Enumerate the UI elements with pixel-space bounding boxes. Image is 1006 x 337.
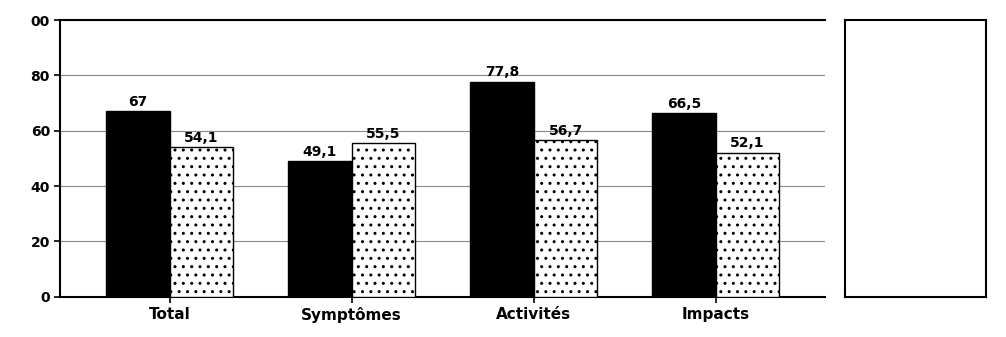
Bar xyxy=(352,143,415,297)
Bar xyxy=(106,112,170,297)
Text: 66,5: 66,5 xyxy=(667,97,701,111)
Bar xyxy=(288,161,352,297)
Text: 55,5: 55,5 xyxy=(366,127,400,141)
Text: 52,1: 52,1 xyxy=(730,136,765,150)
Text: 49,1: 49,1 xyxy=(303,145,337,159)
Text: 56,7: 56,7 xyxy=(548,124,582,137)
Text: 67: 67 xyxy=(128,95,147,109)
Text: 77,8: 77,8 xyxy=(485,65,519,79)
Bar xyxy=(470,82,533,297)
Text: 54,1: 54,1 xyxy=(184,131,218,145)
Bar xyxy=(533,140,598,297)
Bar xyxy=(170,147,233,297)
Bar xyxy=(715,153,780,297)
Bar xyxy=(652,113,715,297)
